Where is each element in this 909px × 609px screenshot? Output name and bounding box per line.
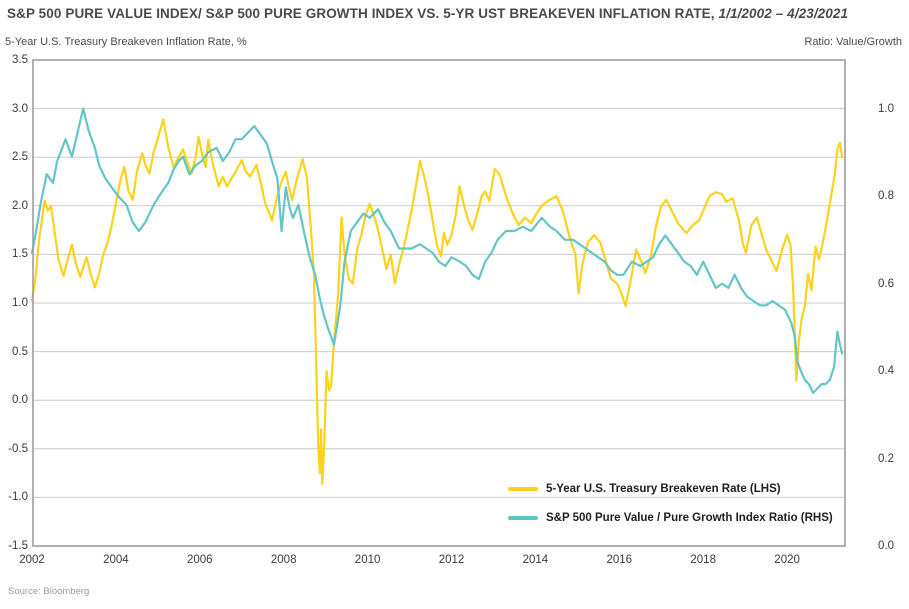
breakeven-line-swatch — [508, 487, 538, 491]
left-axis-tick-label: -0.5 — [8, 442, 28, 455]
left-axis-tick-label: 3.5 — [12, 54, 28, 66]
ratio-line-swatch — [508, 516, 538, 520]
legend-item-ratio: S&P 500 Pure Value / Pure Growth Index R… — [508, 509, 833, 527]
left-axis-tick-label: 1.0 — [12, 297, 28, 309]
chart-legend: 5-Year U.S. Treasury Breakeven Rate (LHS… — [508, 480, 833, 538]
left-axis-tick-label: -1.5 — [8, 540, 28, 552]
right-axis-tick-label: 0.4 — [878, 365, 894, 378]
x-axis-tick-label: 2020 — [774, 554, 800, 566]
chart-title-date-range: 1/1/2002 – 4/23/2021 — [718, 6, 849, 21]
x-axis-tick-label: 2008 — [270, 554, 297, 566]
x-axis-tick-label: 2012 — [438, 554, 465, 566]
right-axis-tick-label: 0.2 — [878, 452, 894, 465]
right-axis-tick-label: 0.0 — [878, 540, 894, 552]
legend-label-breakeven: 5-Year U.S. Treasury Breakeven Rate (LHS… — [546, 483, 781, 495]
right-axis-tick-label: 1.0 — [878, 102, 894, 115]
left-axis-tick-label: 0.5 — [12, 345, 28, 358]
x-axis-tick-label: 2006 — [187, 554, 213, 566]
right-axis-tick-label: 0.6 — [878, 277, 894, 290]
left-axis-caption: 5-Year U.S. Treasury Breakeven Inflation… — [5, 36, 247, 48]
legend-item-breakeven: 5-Year U.S. Treasury Breakeven Rate (LHS… — [508, 480, 833, 498]
x-axis-tick-label: 2002 — [19, 554, 45, 566]
legend-label-ratio: S&P 500 Pure Value / Pure Growth Index R… — [546, 512, 833, 524]
left-axis-tick-label: 0.0 — [12, 394, 28, 407]
right-axis-tick-label: 0.8 — [878, 190, 894, 203]
gridlines — [33, 59, 845, 547]
x-axis-tick-label: 2014 — [522, 554, 549, 566]
breakeven-series-line — [30, 118, 844, 485]
x-axis-tick-label: 2018 — [690, 554, 716, 566]
x-axis-tick-label: 2004 — [103, 554, 129, 566]
left-axis-tick-label: 2.0 — [12, 199, 28, 212]
left-axis-tick-label: -1.0 — [8, 491, 28, 504]
chart-title: S&P 500 PURE VALUE INDEX/ S&P 500 PURE G… — [7, 6, 848, 21]
left-axis-tick-label: 1.5 — [12, 248, 28, 261]
right-axis-caption: Ratio: Value/Growth — [804, 36, 902, 48]
plot-border — [32, 59, 846, 547]
x-axis-tick-label: 2010 — [354, 554, 381, 566]
chart-title-main: S&P 500 PURE VALUE INDEX/ S&P 500 PURE G… — [7, 6, 719, 21]
source-note: Source: Bloomberg — [8, 586, 90, 597]
value-growth-ratio-series-line — [30, 107, 844, 394]
left-axis-tick-label: 3.0 — [12, 102, 28, 115]
x-axis-tick-label: 2016 — [606, 554, 633, 566]
left-axis-tick-label: 2.5 — [12, 151, 28, 164]
